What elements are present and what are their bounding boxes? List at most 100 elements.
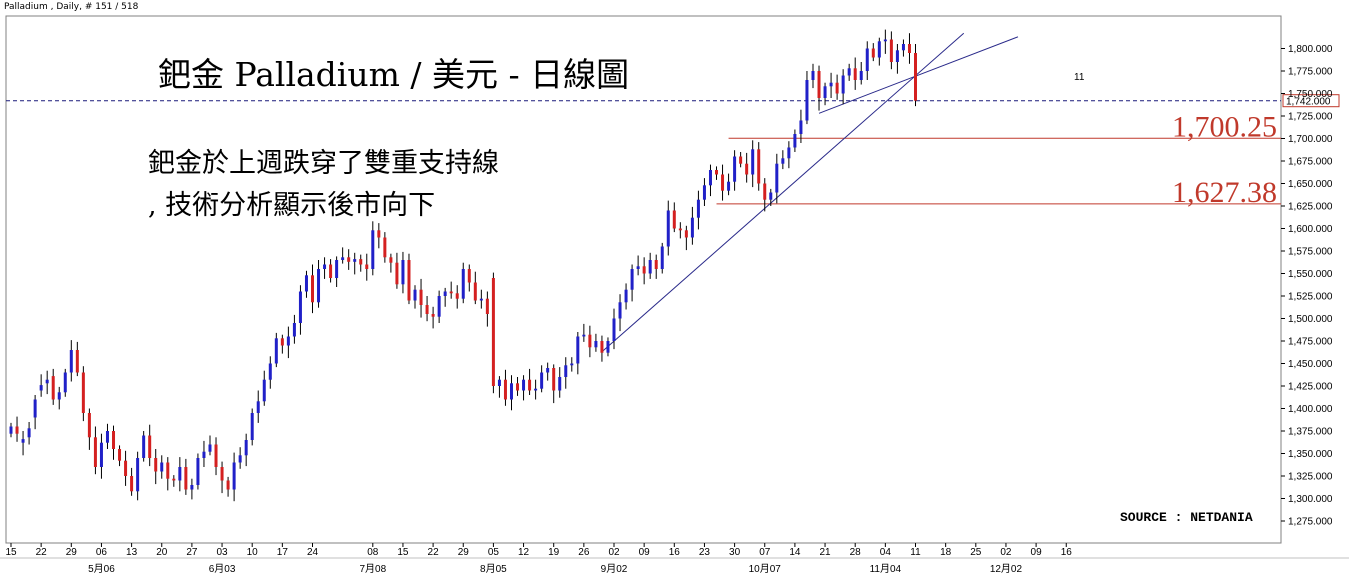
y-axis: 1,275.000 1,300.000 1,325.000 1,350.000 1,37… <box>1281 44 1333 528</box>
x-tick-label: 14 <box>789 547 801 558</box>
candle-body <box>739 156 743 164</box>
trendline <box>601 32 965 353</box>
candle-body <box>353 259 357 262</box>
candle-body <box>407 260 411 301</box>
candle-body <box>889 39 893 62</box>
candle-body <box>696 199 700 218</box>
candle-body <box>286 336 290 346</box>
candle-body <box>817 71 821 98</box>
support-label: 1,700.25 <box>1172 110 1277 143</box>
candle-body <box>485 298 489 314</box>
candle-body <box>781 158 785 164</box>
chart-title: 鈀金 Palladium / 美元 - 日線圖 <box>158 55 629 94</box>
candle-body <box>63 372 67 393</box>
candle-body <box>401 260 405 285</box>
trendline <box>818 36 1019 114</box>
x-tick-label: 29 <box>66 547 78 558</box>
x-tick-label: 16 <box>1061 547 1073 558</box>
candle-body <box>33 399 37 418</box>
window-title: Palladium , Daily, # 151 / 518 <box>0 0 1349 14</box>
candle-body <box>413 289 417 301</box>
candle-body <box>582 334 586 337</box>
candle-body <box>847 68 851 76</box>
candle-body <box>630 269 634 290</box>
month-label: 11月04 <box>870 563 902 575</box>
candle-body <box>105 431 109 443</box>
candle-body <box>21 439 25 443</box>
candle-body <box>715 170 719 175</box>
candle-body <box>178 467 182 481</box>
candle-body <box>112 431 116 449</box>
candle-body <box>455 293 459 299</box>
candle-body <box>497 379 501 386</box>
y-tick-label: 1,750.000 <box>1288 89 1333 100</box>
candle-body <box>365 264 369 269</box>
x-tick-label: 11 <box>910 547 921 558</box>
candle-body <box>684 230 688 238</box>
x-tick-label: 16 <box>669 547 681 558</box>
x-tick-label: 02 <box>608 547 620 558</box>
x-tick-label: 15 <box>5 547 17 558</box>
candle-body <box>45 379 49 384</box>
x-tick-label: 03 <box>216 547 228 558</box>
support-label: 1,627.38 <box>1172 176 1277 209</box>
candle-body <box>395 262 399 285</box>
candle-body <box>799 120 803 134</box>
x-tick-label: 08 <box>367 547 379 558</box>
x-tick-label: 09 <box>1031 547 1043 558</box>
x-tick-label: 24 <box>307 547 319 558</box>
candle-body <box>479 298 483 301</box>
candle-body <box>443 291 447 296</box>
candle-body <box>118 449 122 461</box>
candle-body <box>727 181 731 191</box>
candle-body <box>757 149 761 184</box>
y-tick-label: 1,350.000 <box>1288 449 1333 460</box>
x-tick-label: 13 <box>126 547 138 558</box>
y-tick-label: 1,300.000 <box>1288 494 1333 505</box>
candle-body <box>558 377 562 391</box>
candle-body <box>274 338 278 364</box>
candle-body <box>202 451 206 458</box>
candle-body <box>823 86 827 98</box>
x-tick-label: 09 <box>639 547 651 558</box>
candle-body <box>93 437 97 467</box>
candle-body <box>467 269 471 283</box>
candle-body <box>377 230 381 238</box>
x-axis: 15 22 29 06 13 20 27 03 10 17 24 08 15 22 29 05 12 19 26 02… <box>5 543 1072 575</box>
annotation-line-2: , 技術分析顯示後市向下 <box>148 190 435 221</box>
candle-body <box>371 230 375 269</box>
candle-body <box>449 291 453 294</box>
candle-body <box>708 170 712 186</box>
month-label: 9月02 <box>601 563 628 575</box>
y-tick-label: 1,325.000 <box>1288 472 1333 483</box>
candle-body <box>516 383 520 391</box>
y-tick-label: 1,775.000 <box>1288 67 1333 78</box>
y-tick-label: 1,475.000 <box>1288 337 1333 348</box>
month-label: 10月07 <box>749 563 782 575</box>
x-tick-label: 30 <box>729 547 741 558</box>
candle-body <box>871 48 875 58</box>
x-tick-label: 25 <box>970 547 982 558</box>
candle-body <box>226 480 230 490</box>
candle-body <box>196 458 200 485</box>
candle-body <box>883 39 887 42</box>
candle-body <box>238 455 242 463</box>
candle-body <box>27 428 31 438</box>
y-tick-label: 1,600.000 <box>1288 224 1333 235</box>
candle-body <box>431 314 435 317</box>
candle-body <box>534 388 538 391</box>
x-tick-label: 22 <box>36 547 48 558</box>
candle-body <box>907 44 911 53</box>
x-tick-label: 17 <box>277 547 289 558</box>
y-tick-label: 1,400.000 <box>1288 404 1333 415</box>
candle-body <box>57 392 61 400</box>
candle-body <box>859 71 863 80</box>
candle-body <box>87 413 91 438</box>
candle-body <box>437 296 441 317</box>
plot-frame <box>0 15 1349 559</box>
y-tick-label: 1,700.000 <box>1288 134 1333 145</box>
candle-body <box>232 462 236 490</box>
y-tick-label: 1,525.000 <box>1288 292 1333 303</box>
candle-body <box>853 68 857 80</box>
candle-body <box>642 266 646 274</box>
